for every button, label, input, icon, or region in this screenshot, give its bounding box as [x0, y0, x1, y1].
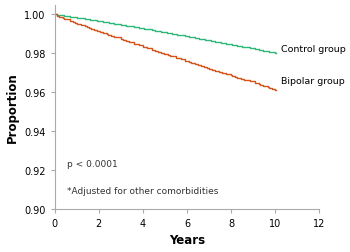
Text: p < 0.0001: p < 0.0001	[67, 159, 118, 168]
Y-axis label: Proportion: Proportion	[6, 72, 19, 143]
Text: Control group: Control group	[281, 45, 345, 54]
Text: *Adjusted for other comorbidities: *Adjusted for other comorbidities	[67, 186, 218, 195]
Text: Bipolar group: Bipolar group	[281, 77, 344, 86]
X-axis label: Years: Years	[169, 234, 205, 246]
